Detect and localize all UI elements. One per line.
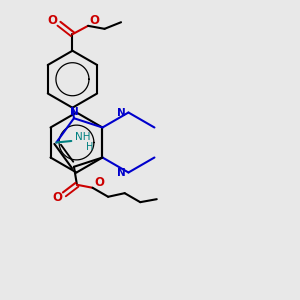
Text: O: O	[90, 14, 100, 27]
Text: H: H	[86, 142, 94, 152]
Text: O: O	[47, 14, 57, 27]
Text: O: O	[53, 191, 63, 205]
Text: N: N	[117, 107, 125, 118]
Text: N: N	[70, 106, 78, 117]
Text: O: O	[94, 176, 104, 189]
Text: N: N	[117, 167, 125, 178]
Text: NH: NH	[75, 132, 91, 142]
